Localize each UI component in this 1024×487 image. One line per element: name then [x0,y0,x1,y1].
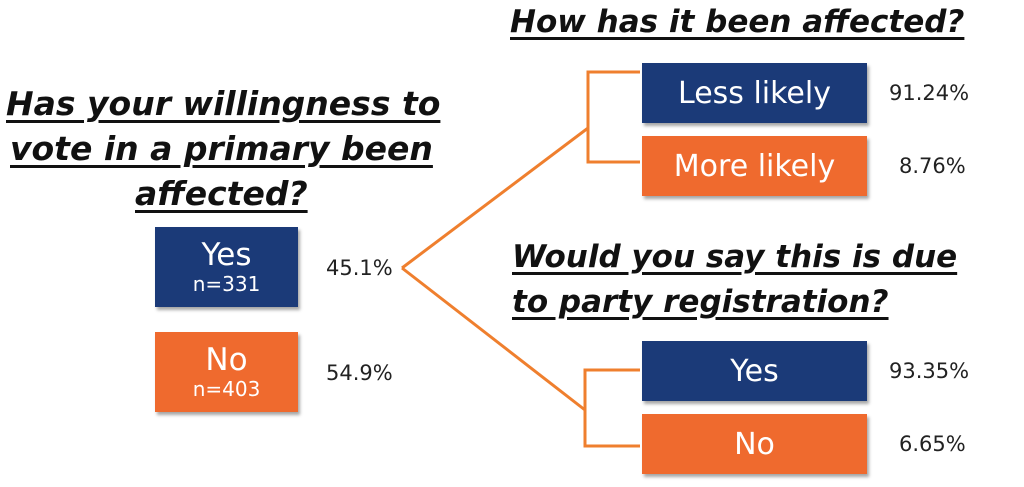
left-question-line-2: vote in a primary been [10,129,433,168]
left-no-percent: 54.9% [326,361,393,385]
registration-no-box: No [642,414,867,474]
left-no-n: n=403 [192,377,261,402]
more-likely-box: More likely [642,136,867,196]
left-question-line-3: affected? [135,174,308,213]
less-likely-box: Less likely [642,63,867,123]
less-likely-percent: 91.24% [889,81,970,105]
left-question-line-1: Has your willingness to [6,84,441,123]
left-yes-label: Yes [201,236,252,273]
registration-no-percent: 6.65% [899,432,966,456]
registration-yes-percent: 93.35% [889,359,970,383]
left-yes-box: Yes n=331 [155,227,298,307]
bracket-top [586,70,640,164]
left-no-box: No n=403 [155,332,298,412]
left-no-label: No [205,341,248,378]
left-yes-percent: 45.1% [326,256,393,280]
less-likely-label: Less likely [678,75,831,111]
registration-no-label: No [734,426,775,462]
more-likely-label: More likely [673,148,836,184]
top-right-question: How has it been affected? [510,4,965,40]
connector-to-top [401,126,589,270]
bottom-right-question-line-2: to party registration? [512,284,889,320]
bracket-bottom [583,368,640,448]
left-yes-n: n=331 [192,272,261,297]
connector-to-bottom [401,266,586,412]
registration-yes-label: Yes [730,353,779,389]
more-likely-percent: 8.76% [899,154,966,178]
bottom-right-question-line-1: Would you say this is due [512,239,958,275]
registration-yes-box: Yes [642,341,867,401]
